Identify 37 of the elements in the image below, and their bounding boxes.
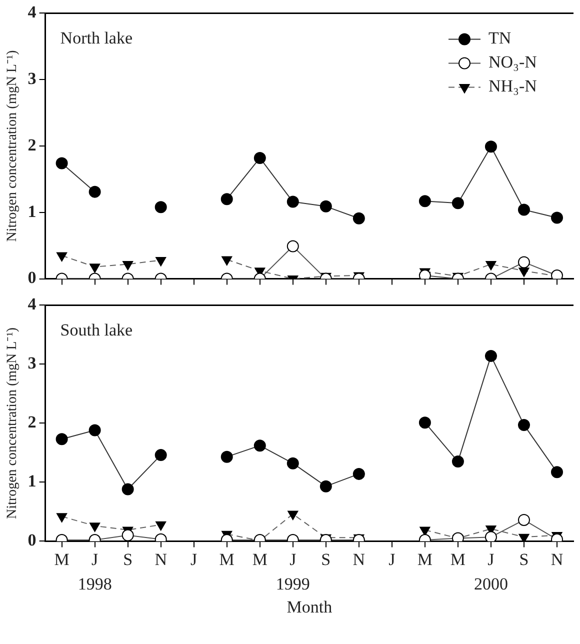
y-tick-label: 4 [28,294,37,314]
x-tick-label: M [252,550,268,569]
y-tick-label: 1 [28,202,36,221]
text: 2000 [474,574,508,594]
y-tick-label: 0 [28,268,36,288]
x-tick-label: S [321,550,331,569]
y-tick-label: 3 [28,68,36,88]
x-tick-label: J [190,550,198,569]
x-tick-label: M [219,550,234,569]
x-tick-label: M [54,550,70,569]
y-tick-label: 2 [28,412,36,432]
text: South lake [60,320,133,340]
x-tick-label: J [488,550,495,569]
x-tick-label: N [352,550,366,569]
x-tick-label: M [417,550,433,569]
text: 1999 [276,574,310,594]
y-axis-title: Nitrogen concentration (mgN L⁻¹) [5,327,20,519]
x-tick-label: M [450,550,466,569]
text: 1998 [78,574,112,594]
legend-label: NH₃-N [488,76,537,96]
y-tick-label: 4 [28,2,37,22]
x-tick-label: J [92,550,99,569]
x-tick-label: N [154,550,167,569]
y-tick-label: 2 [28,135,36,154]
y-tick-label: 0 [28,530,36,550]
x-tick-label: J [388,550,396,569]
x-tick-label: S [519,550,529,569]
legend-label: TN [488,28,512,48]
x-tick-label: J [290,550,297,569]
y-axis-title: Nitrogen concentration (mgN L⁻¹) [5,50,20,242]
x-tick-label: S [123,550,133,569]
x-axis-title: Month [286,597,333,616]
x-tick-label: N [550,550,564,569]
text: North lake [60,28,133,48]
legend-label: NO₃-N [488,52,537,72]
y-tick-label: 1 [28,472,36,491]
y-tick-label: 3 [28,354,36,373]
